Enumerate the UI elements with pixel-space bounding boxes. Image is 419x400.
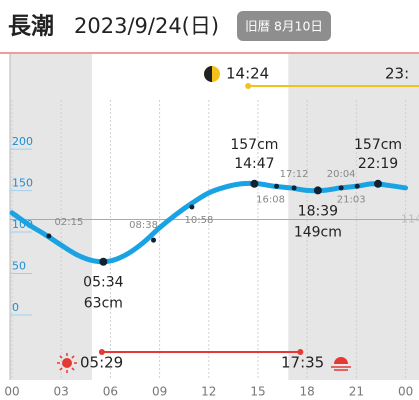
tide-dot (291, 185, 297, 191)
sun-ray (71, 367, 75, 371)
tide-time: 16:08 (256, 194, 285, 205)
extreme-dot (374, 179, 383, 188)
sun-ray (71, 355, 75, 359)
sunrise-time: 05:29 (80, 354, 123, 372)
moonrise-time: 14:24 (226, 65, 269, 83)
tide-dot (151, 237, 157, 243)
tide-time: 02:15 (54, 217, 83, 228)
sunrise-dot (98, 349, 105, 355)
night-shade (10, 54, 92, 380)
extreme-height: 63cm (84, 296, 123, 312)
extreme-time: 22:19 (358, 156, 398, 172)
tide-time: 08:38 (129, 220, 158, 231)
sunset-icon (334, 357, 348, 364)
tide-dot (354, 183, 360, 189)
extreme-height: 157cm (230, 137, 278, 153)
reference-label: 114 (401, 212, 419, 225)
x-tick-label: 00 (398, 385, 413, 399)
tide-dot (274, 183, 280, 189)
tide-time: 17:12 (280, 169, 309, 180)
x-tick-label: 21 (349, 385, 364, 399)
x-tick-label: 18 (300, 385, 315, 399)
moon-shadow (204, 66, 212, 82)
sun-ray (59, 355, 63, 359)
x-tick-label: 15 (250, 385, 265, 399)
extreme-height: 149cm (294, 224, 342, 240)
lunar-date: 旧暦 8月10日 (245, 19, 323, 34)
tide-time: 21:03 (337, 194, 366, 205)
y-tick-label: 0 (12, 301, 19, 314)
tide-time: 10:58 (184, 215, 213, 226)
y-tick-label: 50 (12, 260, 26, 273)
extreme-time: 14:47 (234, 156, 274, 172)
lunar-badge (237, 11, 331, 41)
sunset-dot (297, 349, 304, 355)
tide-dot (338, 185, 344, 191)
extreme-dot (99, 257, 108, 266)
x-tick-label: 12 (201, 385, 216, 399)
tide-dot (189, 204, 195, 210)
x-tick-label: 03 (54, 385, 69, 399)
moon-dot (245, 83, 252, 89)
extreme-time: 18:39 (298, 203, 338, 219)
extreme-dot (313, 186, 322, 195)
extreme-height: 157cm (354, 137, 402, 153)
extreme-dot (250, 179, 259, 188)
moon-next: 23: (385, 65, 409, 83)
tide-name: 長潮 (8, 14, 54, 40)
date: 2023/9/24(日) (74, 14, 219, 38)
sun-ray (59, 367, 63, 371)
y-tick-label: 200 (12, 135, 33, 148)
tide-dot (46, 233, 52, 239)
extreme-time: 05:34 (83, 275, 123, 291)
night-shade (288, 54, 419, 380)
x-tick-label: 09 (152, 385, 167, 399)
x-tick-label: 00 (4, 385, 19, 399)
sunrise-icon (62, 358, 72, 368)
x-tick-label: 06 (103, 385, 118, 399)
tide-time: 20:04 (327, 169, 356, 180)
y-tick-label: 150 (12, 177, 33, 190)
sunset-time: 17:35 (281, 354, 324, 372)
